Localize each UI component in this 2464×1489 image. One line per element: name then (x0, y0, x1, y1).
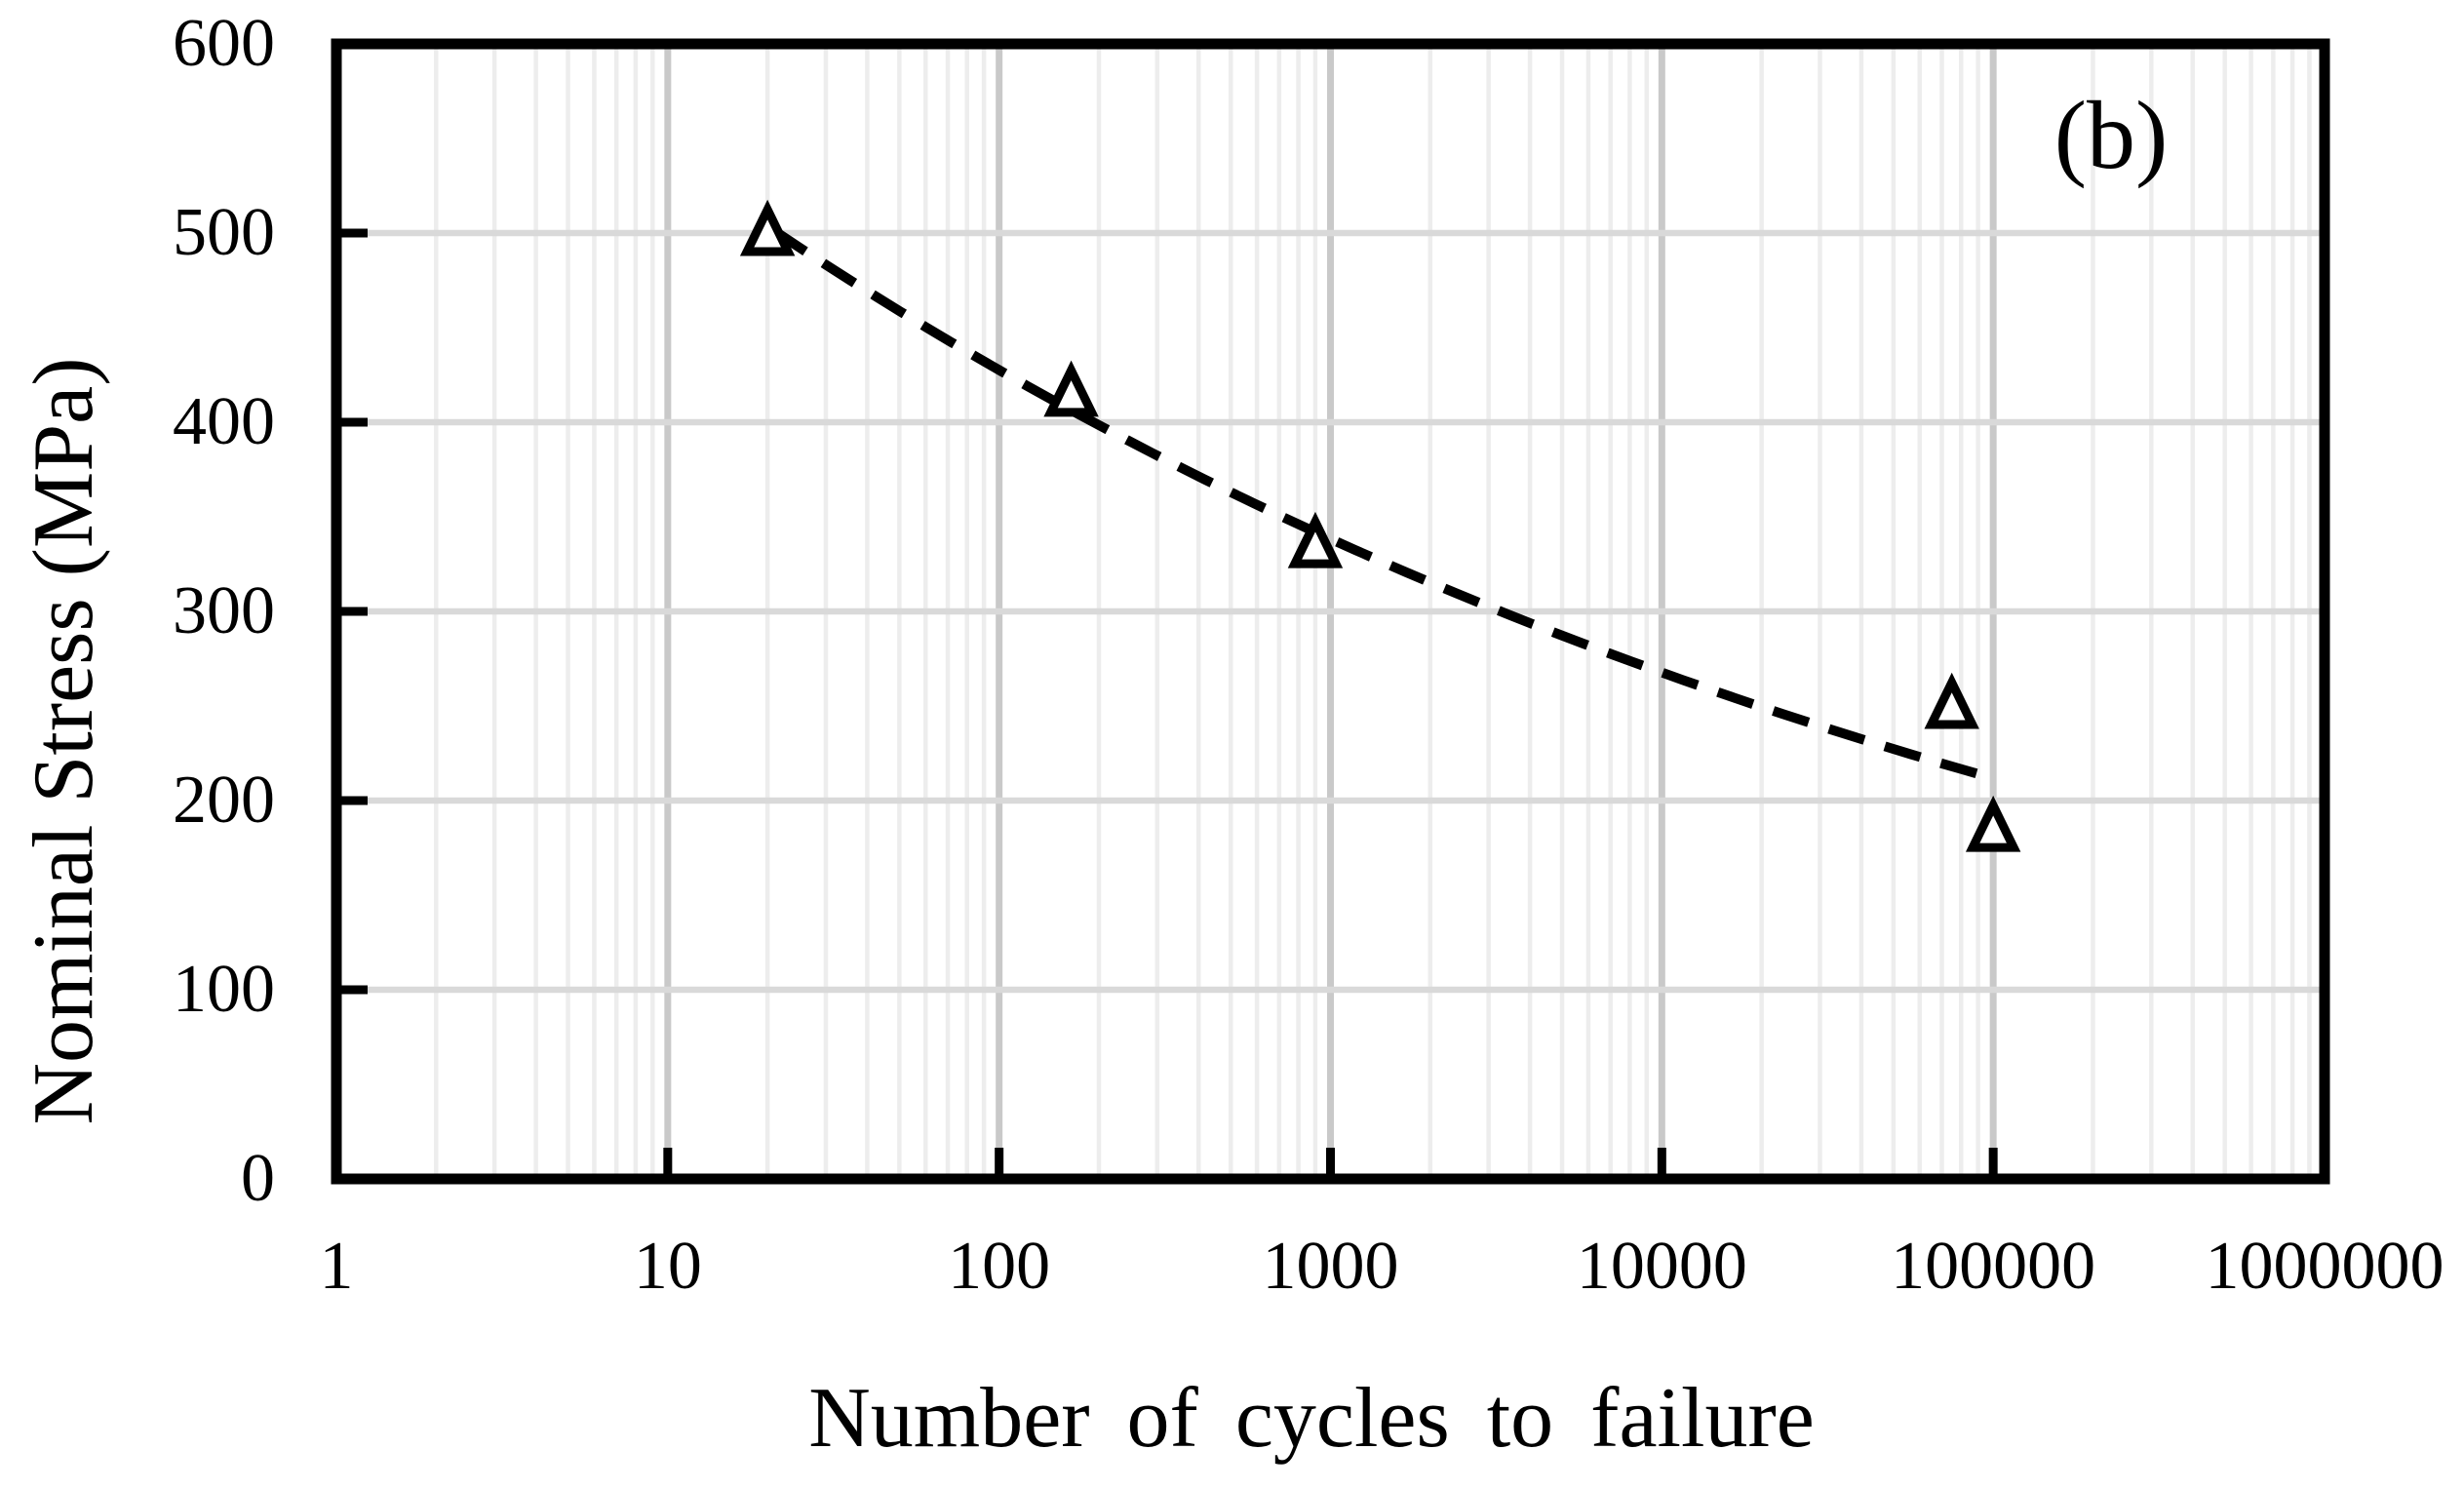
x-tick-label: 100 (948, 1229, 1051, 1304)
panel-label: (b) (2053, 81, 2169, 189)
y-tick-label: 300 (173, 573, 275, 648)
plot-border (331, 38, 2330, 1185)
y-tick-label: 400 (173, 384, 275, 459)
triangle-marker (1287, 511, 1344, 568)
y-tick-label: 500 (173, 195, 275, 270)
triangle-marker (1924, 672, 1979, 729)
x-tick-label: 1000000 (2205, 1229, 2444, 1304)
major-gridlines (336, 44, 2325, 1179)
triangle-marker (1965, 795, 2021, 852)
y-axis-title: Nominal Stress (MPa) (17, 357, 111, 1125)
y-tick-label: 200 (173, 763, 275, 838)
y-tick-label: 600 (173, 6, 275, 81)
triangle-marker (739, 199, 796, 256)
x-tick-label: 100000 (1891, 1229, 2096, 1304)
x-tick-label: 1000 (1262, 1229, 1399, 1304)
triangle-marker (1043, 360, 1099, 417)
x-axis-title: Number of cycles to failure (808, 1371, 1815, 1466)
x-tick-label: 10000 (1576, 1229, 1747, 1304)
axis-tick-marks (341, 228, 1998, 1174)
y-tick-label: 100 (173, 952, 275, 1027)
x-tick-label: 1 (319, 1229, 354, 1304)
y-tick-label: 0 (241, 1141, 275, 1216)
x-tick-label: 10 (633, 1229, 702, 1304)
trendline-dashed (771, 226, 1987, 781)
data-point-markers (739, 199, 2021, 852)
